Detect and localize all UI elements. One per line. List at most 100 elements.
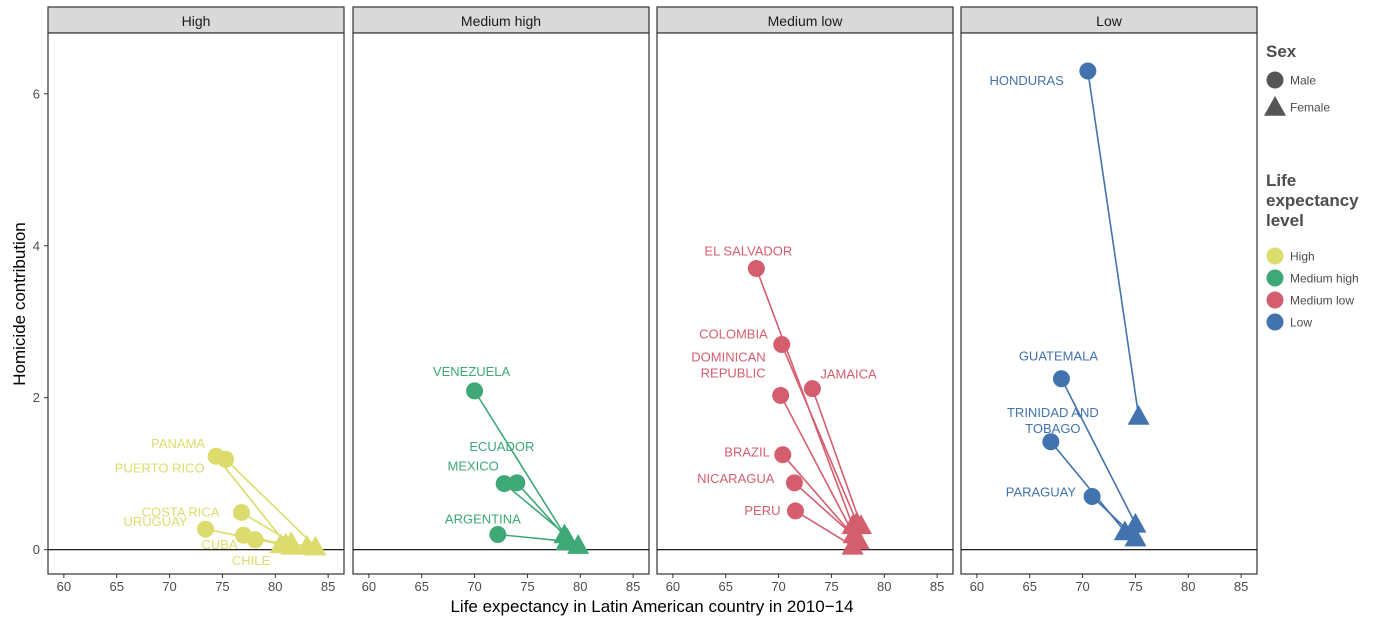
country-label: COLOMBIA — [699, 327, 768, 342]
panel-frame-medium-high — [352, 32, 650, 575]
x-axis-title: Life expectancy in Latin American countr… — [450, 597, 853, 616]
country-label: COSTA RICA — [142, 504, 220, 519]
legend-level-label: Low — [1290, 316, 1312, 330]
x-tick-label: 60 — [666, 579, 680, 594]
x-tick-label: 65 — [1022, 579, 1036, 594]
female-point — [555, 530, 578, 551]
male-point — [489, 525, 507, 543]
x-tick-label: 65 — [718, 579, 732, 594]
male-point — [773, 336, 791, 354]
legend-level-key — [1266, 313, 1284, 331]
male-point — [246, 531, 264, 549]
male-point — [772, 386, 790, 404]
legend-level-key — [1266, 269, 1284, 287]
male-point — [774, 446, 792, 464]
country-label: EL SALVADOR — [704, 244, 792, 259]
legend-sex-male: Male — [1266, 71, 1316, 89]
connector-line — [1060, 378, 1137, 525]
strip-label-low: Low — [1096, 13, 1123, 29]
legend-level-medium-high: Medium high — [1266, 269, 1359, 287]
x-tick-label: 65 — [109, 579, 123, 594]
country-paraguay: PARAGUAY — [1006, 484, 1147, 547]
male-point — [232, 503, 250, 521]
country-trinidad-and-tobago: TRINIDAD AND TOBAGO — [1007, 405, 1136, 541]
strip-label-medium-high: Medium high — [461, 13, 541, 29]
x-tick-label: 85 — [1234, 579, 1248, 594]
legend-sex-female: Female — [1264, 96, 1330, 116]
x-tick-label: 70 — [1075, 579, 1089, 594]
country-honduras: HONDURAS — [989, 62, 1150, 425]
connector-line — [255, 539, 308, 547]
x-tick-label: 80 — [268, 579, 282, 594]
strip-label-high: High — [182, 13, 211, 29]
male-point — [1052, 370, 1070, 388]
x-tick-label: 75 — [520, 579, 534, 594]
connector-line — [473, 390, 566, 535]
x-tick-label: 65 — [414, 579, 428, 594]
connector-line — [811, 388, 862, 526]
legend-level-label: High — [1290, 250, 1315, 264]
country-label: GUATEMALA — [1019, 349, 1099, 364]
male-point — [786, 502, 804, 520]
y-axis: 0 2 4 6 — [33, 86, 48, 557]
y-tick-label: 2 — [33, 390, 40, 405]
country-peru: PERU — [744, 502, 864, 555]
x-tick-label: 80 — [1181, 579, 1195, 594]
x-tick-label: 85 — [930, 579, 944, 594]
connector-line — [215, 455, 287, 545]
x-tick-label: 60 — [57, 579, 71, 594]
legend-level-low: Low — [1266, 313, 1312, 331]
male-point — [1042, 433, 1060, 451]
country-label: DOMINICAN REPUBLIC — [691, 349, 765, 380]
connector-line — [1091, 495, 1136, 539]
country-label: VENEZUELA — [433, 364, 511, 379]
country-guatemala: GUATEMALA — [1019, 349, 1147, 533]
legend-triangle-key — [1264, 96, 1286, 116]
country-label: TRINIDAD AND TOBAGO — [1007, 405, 1099, 436]
y-tick-label: 0 — [33, 542, 40, 557]
male-point — [495, 475, 513, 493]
panel-frame-low — [960, 32, 1258, 575]
country-jamaica: JAMAICA — [803, 367, 877, 535]
legend-level-key — [1266, 247, 1284, 265]
connector-line — [782, 454, 858, 541]
country-label: MEXICO — [448, 459, 499, 474]
legend-circle-key — [1266, 71, 1284, 89]
x-tick-label: 75 — [824, 579, 838, 594]
x-tick-label: 75 — [1128, 579, 1142, 594]
country-label: PERU — [744, 503, 780, 518]
y-tick-label: 6 — [33, 86, 40, 101]
y-axis-title: Homicide contribution — [10, 222, 29, 385]
strip-medium-low — [656, 6, 954, 34]
country-argentina: ARGENTINA — [445, 511, 578, 551]
strip-low — [960, 6, 1258, 34]
country-chile: CHILE — [232, 531, 318, 568]
legend-sex-title: Sex — [1266, 42, 1297, 61]
x-tick-label: 85 — [626, 579, 640, 594]
country-label: ARGENTINA — [445, 511, 521, 526]
x-tick-label: 85 — [321, 579, 335, 594]
male-point — [197, 520, 215, 538]
panel-low: Low 60 65 70 75 80 85 HONDURAS GUATEMALA TRINIDAD… — [960, 6, 1258, 594]
legend-level-title: Life expectancy level — [1266, 171, 1359, 230]
country-label: PARAGUAY — [1006, 484, 1077, 499]
male-point — [1083, 487, 1101, 505]
country-label: JAMAICA — [820, 367, 877, 382]
female-point — [841, 534, 864, 555]
male-point — [803, 380, 821, 398]
strip-medium-high — [352, 6, 650, 34]
legend: Sex Male Female Life expectancy level High Medi… — [1264, 42, 1359, 331]
connector-line — [795, 510, 853, 547]
country-label: BRAZIL — [724, 445, 770, 460]
x-tick-label: 70 — [771, 579, 785, 594]
panel-frame-high — [47, 32, 345, 575]
male-point — [747, 260, 765, 278]
male-point — [1079, 62, 1097, 80]
connector-line — [241, 511, 292, 543]
male-point — [217, 450, 235, 468]
country-label: URUGUAY — [123, 514, 187, 529]
legend-sex-label: Female — [1290, 101, 1330, 115]
legend-sex-label: Male — [1290, 74, 1316, 88]
x-tick-label: 80 — [877, 579, 891, 594]
